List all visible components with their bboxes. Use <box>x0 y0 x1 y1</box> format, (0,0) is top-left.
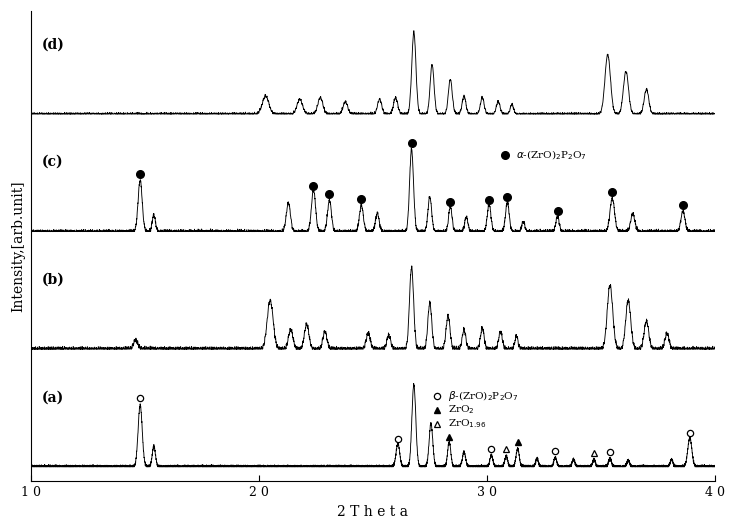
Text: (c): (c) <box>42 155 64 169</box>
Y-axis label: Intensity,[arb.unit]: Intensity,[arb.unit] <box>11 181 25 312</box>
Text: ZrO$_2$: ZrO$_2$ <box>448 403 475 417</box>
Text: (b): (b) <box>42 273 65 287</box>
Text: (a): (a) <box>42 390 64 404</box>
Text: $\beta$-(ZrO)$_2$P$_2$O$_7$: $\beta$-(ZrO)$_2$P$_2$O$_7$ <box>448 389 519 403</box>
X-axis label: 2 T h e t a: 2 T h e t a <box>337 505 408 519</box>
Text: (d): (d) <box>42 38 65 51</box>
Text: $\alpha$-(ZrO)$_2$P$_2$O$_7$: $\alpha$-(ZrO)$_2$P$_2$O$_7$ <box>517 148 587 162</box>
Text: ZrO$_{1.96}$: ZrO$_{1.96}$ <box>448 417 486 430</box>
